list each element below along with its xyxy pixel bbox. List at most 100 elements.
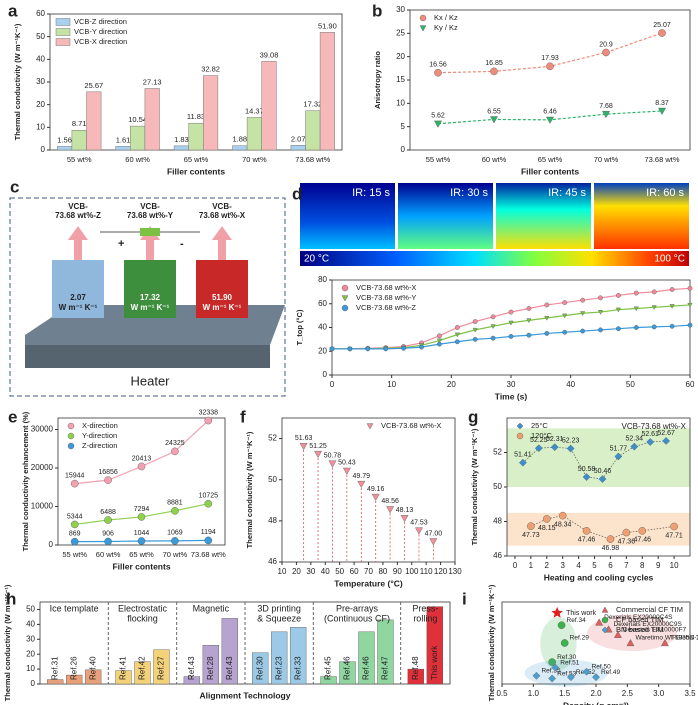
data-point xyxy=(508,334,514,339)
minus-sign: - xyxy=(180,238,184,250)
x-tick-label: 8 xyxy=(640,561,645,570)
bar-label: Ref.23 xyxy=(274,656,283,680)
y-axis-label: Thermal conductivity (W m⁻¹K⁻¹) xyxy=(487,584,496,701)
x-axis-label: Filler contents xyxy=(167,166,225,176)
x-tick-label: 65 wt% xyxy=(129,550,154,559)
data-point xyxy=(546,62,554,71)
data-label: 869 xyxy=(69,530,81,537)
data-point xyxy=(490,314,496,320)
data-point xyxy=(490,67,498,76)
data-point xyxy=(437,341,442,347)
y-tick-label: 0 xyxy=(49,540,54,549)
x-tick-label: 110 xyxy=(420,567,433,576)
sample-name: 73.68 wt%-X xyxy=(199,211,246,220)
bar xyxy=(144,88,160,151)
bar xyxy=(270,631,288,685)
scale-max: 100 °C xyxy=(654,254,685,265)
bar xyxy=(65,674,83,685)
y-tick-label: 15 xyxy=(396,75,405,84)
x-tick-label: 100 xyxy=(405,567,419,576)
data-point xyxy=(70,537,79,546)
data-point xyxy=(670,522,678,531)
bar-label: Ref.45 xyxy=(324,656,333,680)
data-label: 5344 xyxy=(67,513,83,520)
data-label: 16.85 xyxy=(485,60,503,67)
data-point xyxy=(104,476,112,484)
x-axis-label: Heating and cooling cycles xyxy=(544,572,654,582)
band xyxy=(507,512,690,546)
legend-label: VCB-Z direction xyxy=(74,17,127,26)
data-label: 25.67 xyxy=(84,81,103,90)
x-tick-label: 1.5 xyxy=(559,689,571,698)
data-point xyxy=(580,297,586,303)
y-tick-label: 46 xyxy=(268,557,277,566)
data-point xyxy=(204,416,213,425)
x-axis-label: Time (s) xyxy=(495,391,528,401)
data-point xyxy=(633,325,639,330)
panel-label: g xyxy=(468,407,478,426)
data-label: 52.25 xyxy=(530,437,548,444)
data-point xyxy=(365,346,371,352)
data-point xyxy=(472,319,478,324)
point-label: Ref.49 xyxy=(601,669,621,676)
y-tick-label: 30 xyxy=(396,5,405,14)
panel-label: d xyxy=(292,184,302,203)
data-point xyxy=(454,339,460,345)
x-tick-label: 55 wt% xyxy=(67,155,92,164)
data-point xyxy=(638,527,647,535)
data-point xyxy=(490,116,498,124)
legend-swatch xyxy=(601,616,609,624)
x-tick-label: 55 wt% xyxy=(426,155,451,164)
bar xyxy=(320,676,337,685)
data-point xyxy=(669,287,675,292)
bar xyxy=(232,145,248,151)
data-point xyxy=(314,450,322,459)
y-axis-label: Thermal conductivity enhancement (%) xyxy=(21,411,30,551)
bar-label: Ref.26 xyxy=(69,656,78,680)
bar-label: Ref.42 xyxy=(138,656,147,680)
sample-unit: W m⁻¹ K⁻¹ xyxy=(59,303,98,312)
bar xyxy=(261,61,277,151)
data-point xyxy=(419,344,424,350)
series-line xyxy=(522,440,667,480)
data-label: 32.82 xyxy=(201,65,220,74)
legend-swatch xyxy=(341,284,349,292)
bar-label: Ref.47 xyxy=(381,656,390,680)
group-label: flocking xyxy=(127,613,158,623)
band xyxy=(507,428,690,487)
x-tick-label: 60 wt% xyxy=(96,550,121,559)
ir-label: IR: 45 s xyxy=(548,187,586,199)
data-point xyxy=(562,300,568,305)
data-label: 49.16 xyxy=(367,486,385,493)
point-label: Ref.34 xyxy=(567,617,587,624)
bar-label: Ref.48 xyxy=(411,656,420,680)
sample-name: VCB- xyxy=(212,202,232,211)
x-tick-label: 3 xyxy=(560,561,565,570)
data-label: 8.37 xyxy=(655,100,669,107)
data-label: 47.53 xyxy=(410,519,428,526)
data-point xyxy=(429,538,438,546)
ir-image xyxy=(300,183,395,249)
data-label: 1.56 xyxy=(57,135,72,144)
data-point xyxy=(472,336,478,342)
data-point xyxy=(558,511,567,520)
data-point xyxy=(204,499,213,508)
x-tick-label: 2.5 xyxy=(622,689,634,698)
data-label: 11.83 xyxy=(187,112,205,121)
data-label: 20.9 xyxy=(599,41,613,48)
y-axis-label: Thermal conductivity (W m⁻¹K⁻¹) xyxy=(245,431,254,548)
x-tick-label: 73.68 wt% xyxy=(295,155,330,164)
x-tick-label: 30 xyxy=(306,567,315,576)
x-tick-label: 40 xyxy=(321,567,330,576)
data-point xyxy=(519,458,527,467)
data-label: 48.34 xyxy=(554,521,572,528)
x-tick-label: 1 xyxy=(529,561,534,570)
panel-label: c xyxy=(10,177,19,196)
data-point xyxy=(548,674,557,683)
bar-label: Ref.31 xyxy=(50,656,59,680)
data-label: 50.43 xyxy=(338,460,356,467)
data-point xyxy=(434,68,442,77)
data-point xyxy=(383,346,389,352)
panel-frame xyxy=(9,197,286,397)
